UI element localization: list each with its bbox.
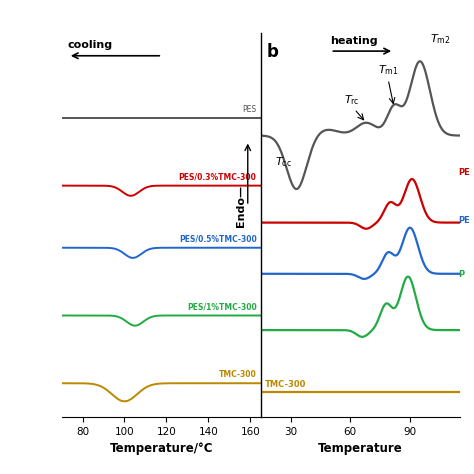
Text: PES/1%TMC-300: PES/1%TMC-300	[187, 302, 256, 311]
Text: $T_{\rm m2}$: $T_{\rm m2}$	[430, 32, 450, 46]
Text: PE: PE	[458, 167, 470, 176]
Text: cooling: cooling	[68, 40, 113, 50]
Text: $T_{\rm m1}$: $T_{\rm m1}$	[378, 63, 399, 77]
Text: PE: PE	[458, 216, 470, 225]
Text: $T_{\rm rc}$: $T_{\rm rc}$	[344, 93, 360, 108]
Text: P: P	[458, 270, 464, 279]
X-axis label: Temperature/°C: Temperature/°C	[109, 442, 213, 456]
Text: b: b	[267, 43, 279, 61]
X-axis label: Temperature: Temperature	[318, 442, 402, 456]
Text: TMC-300: TMC-300	[219, 370, 256, 379]
Text: PES: PES	[242, 105, 256, 114]
Text: heating: heating	[330, 36, 378, 46]
Text: PES/0.3%TMC-300: PES/0.3%TMC-300	[179, 173, 256, 182]
Text: TMC-300: TMC-300	[264, 380, 306, 389]
Text: Endo—: Endo—	[236, 185, 246, 227]
Text: $T_{\rm cc}$: $T_{\rm cc}$	[274, 155, 292, 169]
Text: PES/0.5%TMC-300: PES/0.5%TMC-300	[179, 235, 256, 244]
